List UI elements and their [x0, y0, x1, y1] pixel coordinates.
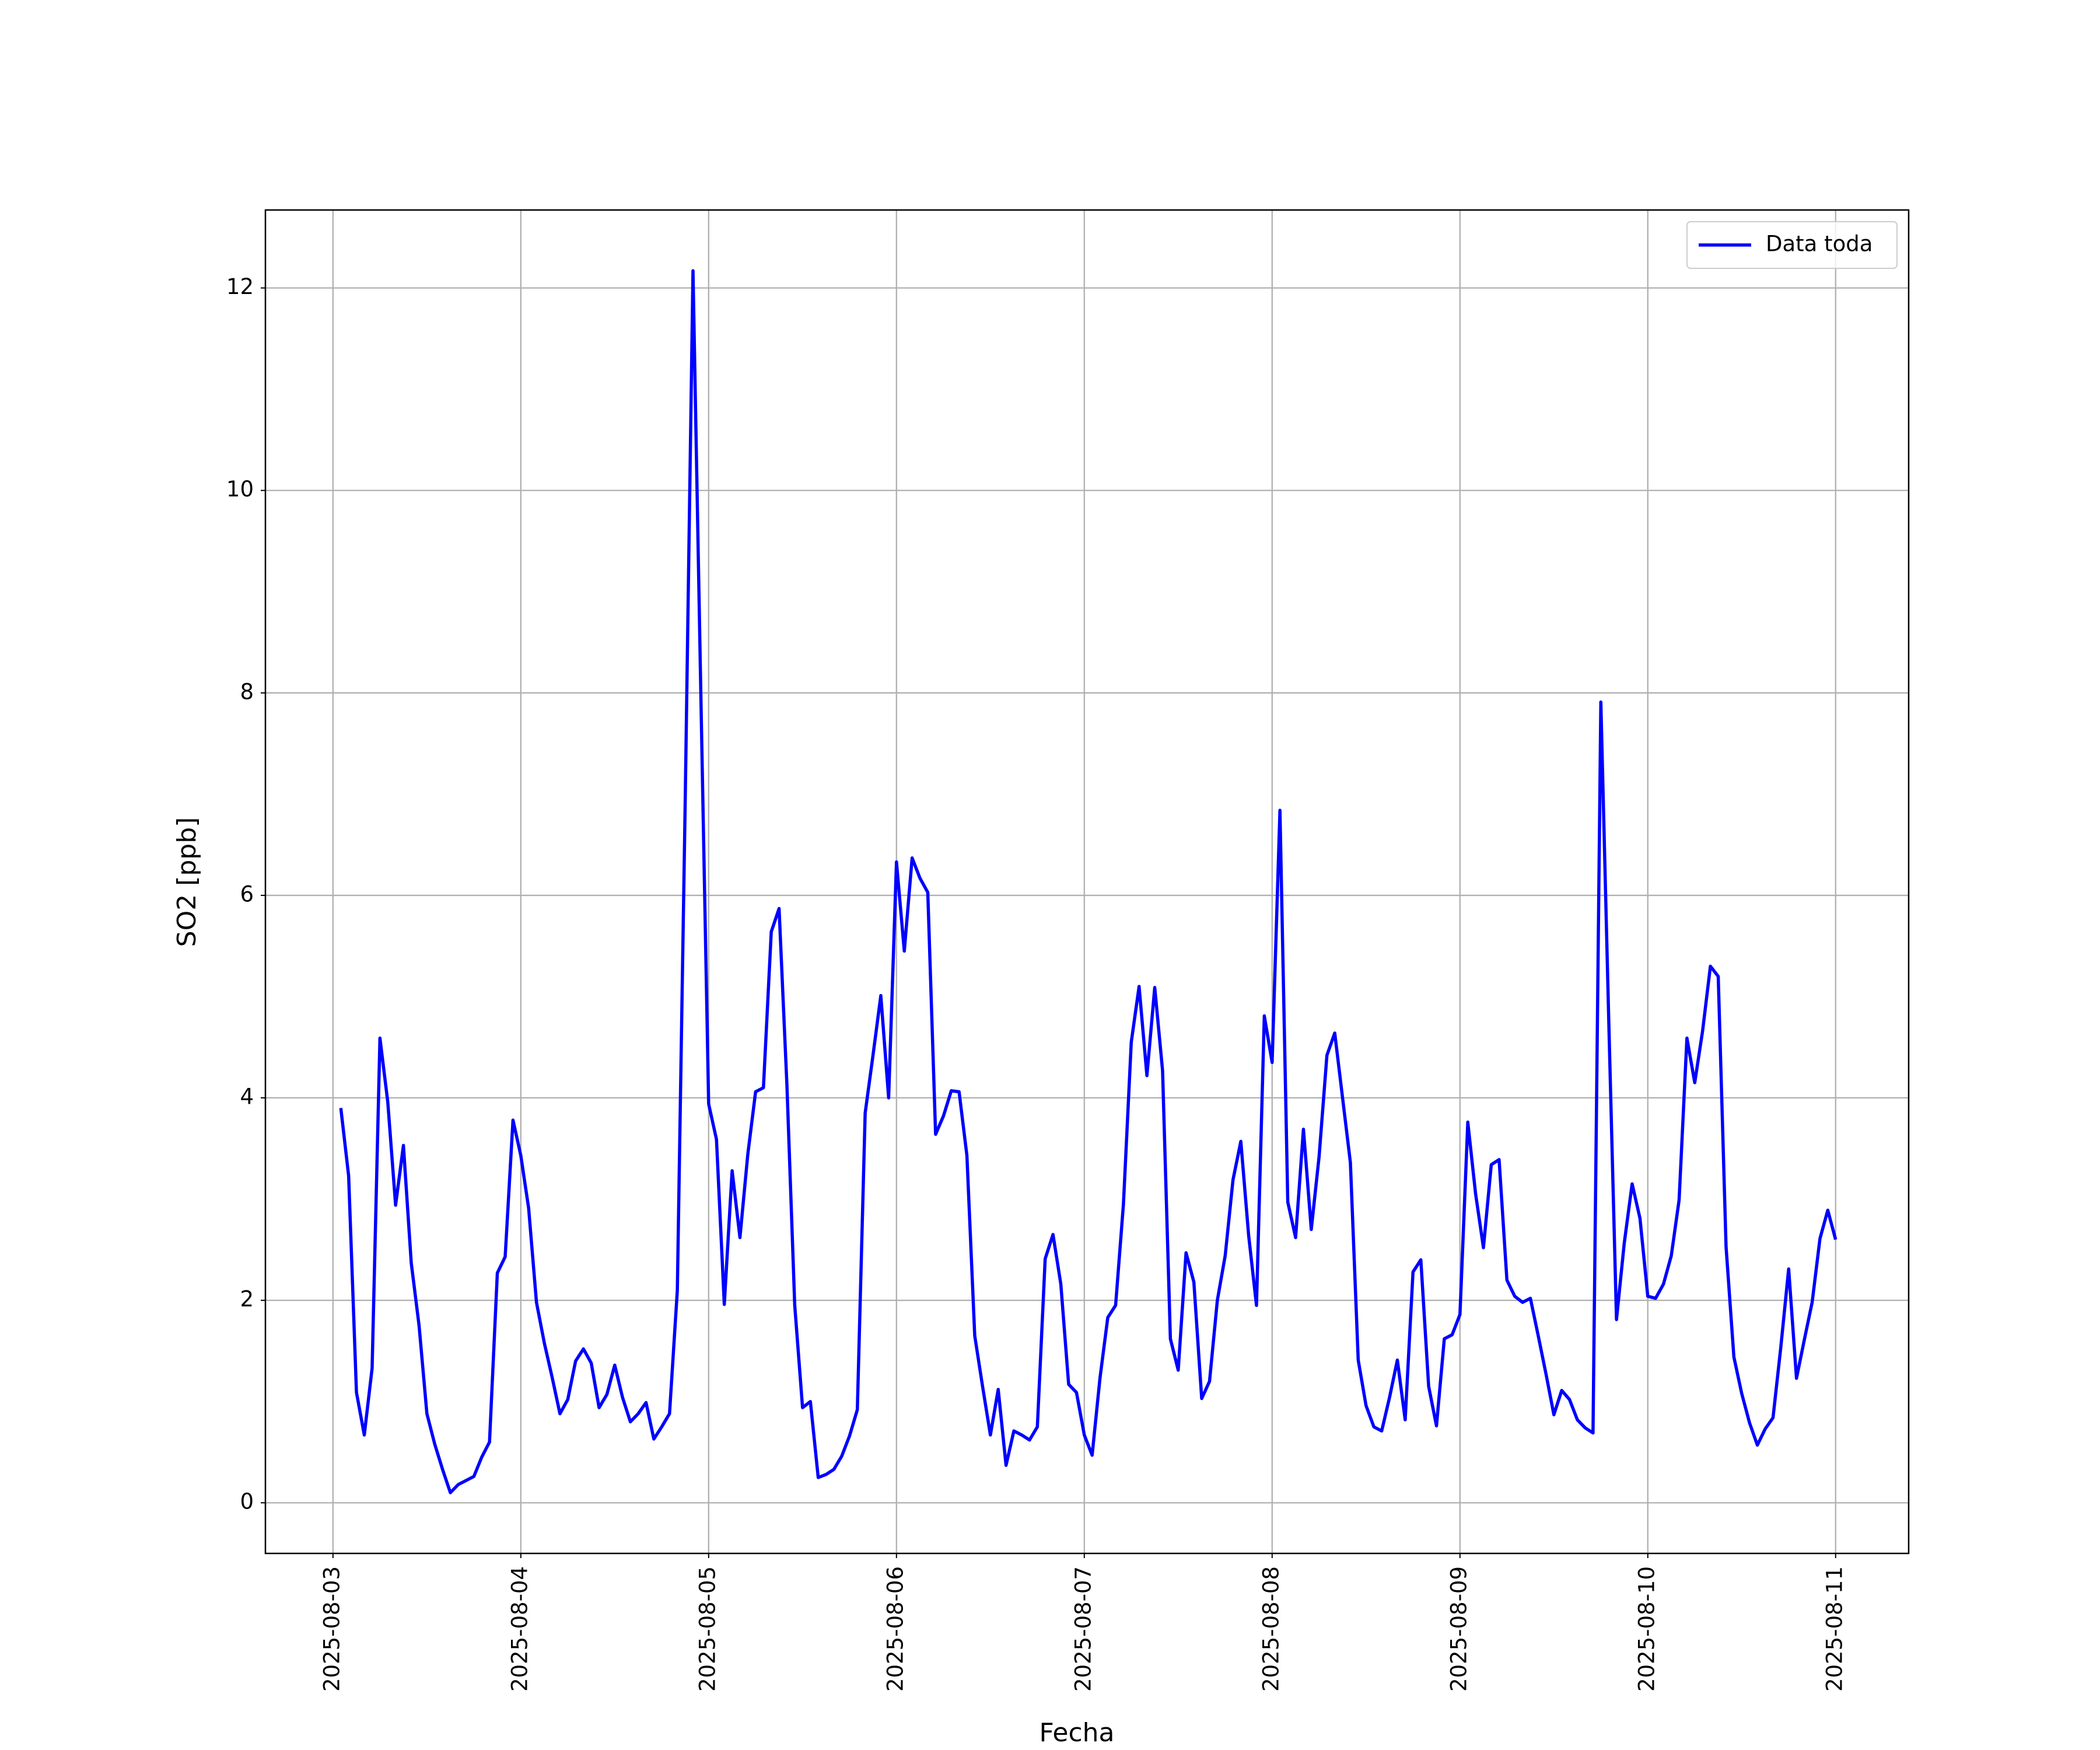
x-axis-label: Fecha [1039, 1718, 1114, 1748]
y-tick-label: 0 [240, 1489, 254, 1514]
plot-frame [264, 209, 1910, 1555]
data-line [339, 269, 1838, 1494]
x-tick-label: 2025-08-10 [1634, 1566, 1659, 1692]
y-tick-label: 4 [240, 1084, 254, 1110]
x-tick-label: 2025-08-07 [1070, 1566, 1096, 1692]
x-tick-label: 2025-08-06 [883, 1566, 908, 1692]
x-tick-label: 2025-08-09 [1446, 1566, 1471, 1692]
x-tick-label: 2025-08-05 [695, 1566, 720, 1692]
x-tick-label: 2025-08-11 [1822, 1566, 1847, 1692]
x-tick-label: 2025-08-03 [319, 1566, 344, 1692]
legend-label: Data toda [1766, 232, 1873, 257]
y-tick-label: 10 [226, 477, 254, 502]
legend-box [1686, 221, 1898, 269]
x-tick-label: 2025-08-04 [507, 1566, 532, 1692]
y-tick-label: 6 [240, 881, 254, 907]
y-tick-label: 2 [240, 1287, 254, 1312]
y-tick-label: 12 [226, 274, 254, 299]
x-tick-label: 2025-08-08 [1258, 1566, 1283, 1692]
y-tick-label: 8 [240, 679, 254, 704]
y-axis-label: SO2 [ppb] [172, 817, 202, 947]
